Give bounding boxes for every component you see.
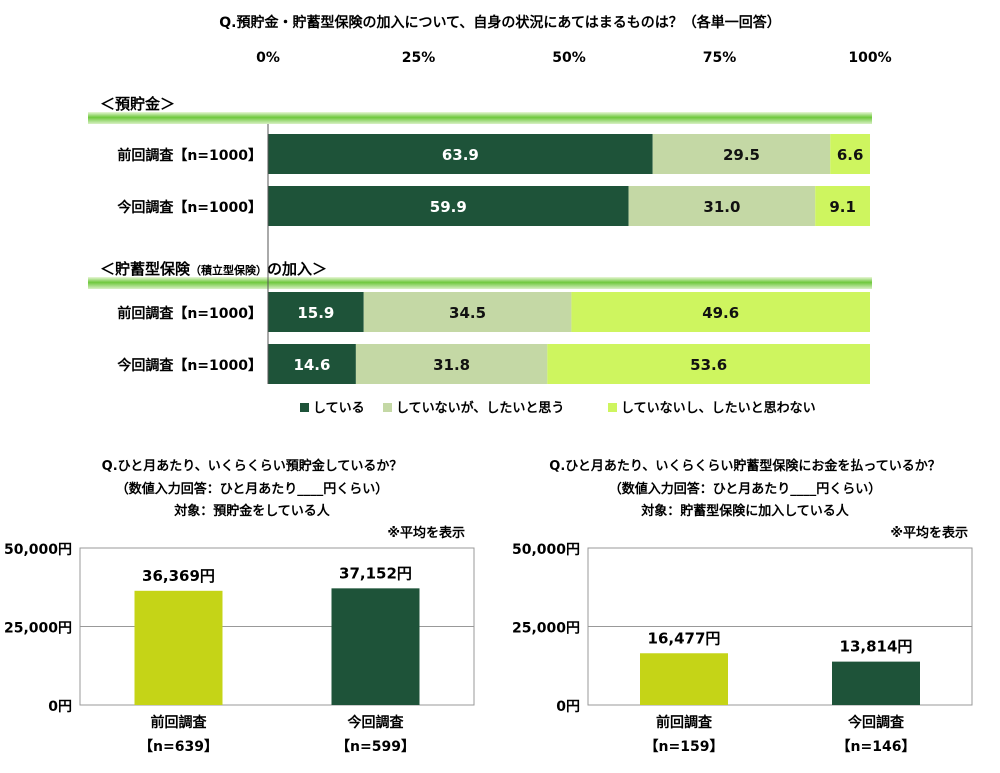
y-tick-label: 25,000円 — [4, 621, 72, 637]
segment-value-label: 63.9 — [442, 146, 479, 164]
category-n-label: 【n=599】 — [336, 739, 415, 755]
chart-title-line: Q.ひと月あたり、いくらくらい預貯金しているか？ — [102, 458, 403, 474]
average-note: ※平均を表示 — [890, 525, 968, 541]
section-band-savings — [88, 112, 872, 124]
segment-value-label: 59.9 — [430, 198, 467, 216]
bar — [331, 588, 420, 705]
stacked-bar-segment — [268, 344, 356, 384]
stacked-bar-segment — [268, 186, 629, 226]
row-label: 今回調査【n=1000】 — [116, 357, 262, 374]
stacked-bar-segment — [571, 292, 870, 332]
category-n-label: 【n=146】 — [837, 739, 916, 755]
chart-title-line: （数値入力回答：ひと月あたり____円くらい） — [609, 481, 882, 497]
segment-value-label: 6.6 — [837, 146, 864, 164]
segment-value-label: 29.5 — [723, 146, 760, 164]
x-tick-label: 50% — [552, 50, 586, 66]
legend-swatch-notwant — [608, 403, 617, 412]
stacked-bar-segment — [268, 134, 653, 174]
x-axis-ticks: 0% 25% 50% 75% 100% — [256, 50, 892, 66]
section-band-insurance — [88, 277, 872, 289]
legend-swatch-doing — [300, 403, 309, 412]
bar-value-label: 37,152円 — [339, 564, 412, 582]
segment-value-label: 34.5 — [449, 304, 486, 322]
section-label-savings: ＜預貯金＞ — [100, 95, 175, 113]
segment-value-label: 31.0 — [703, 198, 740, 216]
segment-value-label: 15.9 — [297, 304, 334, 322]
section-label-insurance: ＜貯蓄型保険（積立型保険）の加入＞ — [100, 260, 327, 278]
legend: している していないが、したいと思う していないし、したいと思わない — [300, 400, 816, 416]
category-label: 前回調査 — [656, 714, 713, 731]
legend-label: していないし、したいと思わない — [621, 401, 816, 416]
chart-title-line: Q.ひと月あたり、いくらくらい貯蓄型保険にお金を払っているか？ — [549, 458, 940, 474]
stacked-chart-title: Q.預貯金・貯蓄型保険の加入について、自身の状況にあてはまるものは？（各単一回答… — [219, 14, 781, 31]
average-note: ※平均を表示 — [387, 525, 465, 541]
segment-value-label: 53.6 — [690, 356, 727, 374]
stacked-bar-segment — [547, 344, 870, 384]
stacked-chart: Q.預貯金・貯蓄型保険の加入について、自身の状況にあてはまるものは？（各単一回答… — [88, 14, 892, 416]
segment-value-label: 14.6 — [293, 356, 330, 374]
x-tick-label: 0% — [256, 50, 280, 66]
row-label: 前回調査【n=1000】 — [117, 147, 262, 164]
bar-value-label: 36,369円 — [142, 567, 215, 585]
insurance-amount-chart: Q.ひと月あたり、いくらくらい貯蓄型保険にお金を払っているか？ （数値入力回答：… — [512, 458, 973, 755]
category-label: 今回調査 — [347, 714, 405, 731]
x-tick-label: 75% — [703, 50, 737, 66]
legend-label: していないが、したいと思う — [396, 400, 564, 416]
y-tick-label: 0円 — [48, 699, 72, 715]
y-tick-label: 25,000円 — [512, 621, 580, 637]
row-label: 前回調査【n=1000】 — [117, 305, 262, 322]
stacked-bar-segment — [652, 134, 831, 174]
category-label: 今回調査 — [847, 714, 905, 731]
bar-value-label: 16,477円 — [648, 629, 721, 647]
chart-title-line: 対象：貯蓄型保険に加入している人 — [640, 503, 850, 519]
stacked-bar-segment — [363, 292, 572, 332]
savings-amount-chart: Q.ひと月あたり、いくらくらい預貯金しているか？ （数値入力回答：ひと月あたり_… — [4, 458, 475, 755]
category-n-label: 【n=159】 — [645, 739, 724, 755]
row-label: 今回調査【n=1000】 — [116, 199, 262, 216]
segment-value-label: 9.1 — [829, 198, 856, 216]
category-n-label: 【n=639】 — [139, 739, 218, 755]
segment-value-label: 49.6 — [702, 304, 739, 322]
legend-swatch-want — [383, 403, 392, 412]
segment-value-label: 31.8 — [433, 356, 470, 374]
bar-value-label: 13,814円 — [840, 638, 913, 656]
stacked-bar-segment — [830, 134, 870, 174]
y-tick-label: 50,000円 — [512, 542, 580, 558]
stacked-bar-segment — [355, 344, 548, 384]
chart-title-line: 対象：預貯金をしている人 — [173, 503, 331, 519]
legend-label: している — [313, 401, 365, 416]
chart-title-line: （数値入力回答：ひと月あたり____円くらい） — [116, 481, 389, 497]
stacked-bar-segment — [268, 292, 364, 332]
bar — [832, 661, 920, 705]
stacked-bars: 63.9 29.5 6.6 59.9 31.0 9.1 15.9 34.5 49.6 14.6 31… — [268, 134, 870, 384]
stacked-bar-segment — [628, 186, 816, 226]
y-tick-label: 50,000円 — [4, 542, 72, 558]
stacked-bar-segment — [815, 186, 870, 226]
y-tick-label: 0円 — [556, 699, 580, 715]
bar — [134, 590, 223, 705]
bar — [640, 653, 728, 705]
x-tick-label: 100% — [848, 50, 891, 66]
x-tick-label: 25% — [402, 50, 436, 66]
category-label: 前回調査 — [151, 714, 208, 731]
